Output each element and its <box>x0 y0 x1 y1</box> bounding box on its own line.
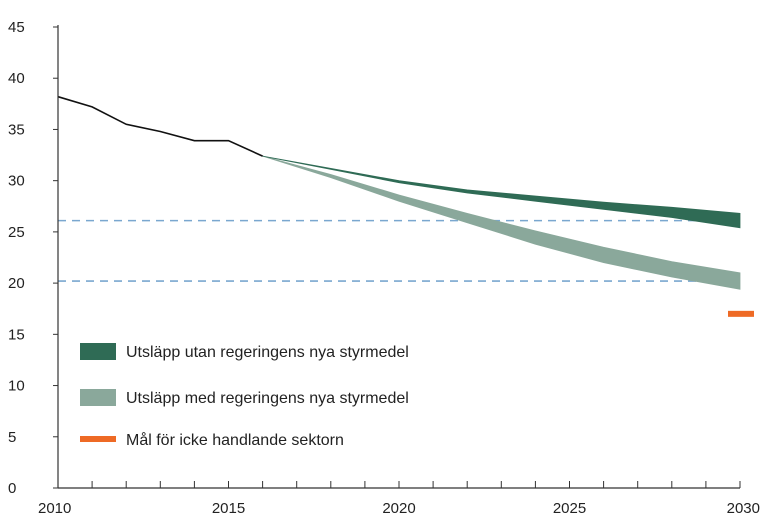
historical-line <box>57 95 263 157</box>
y-tick-label: 45 <box>8 19 25 36</box>
legend-label-with: Utsläpp med regeringens nya styrmedel <box>126 390 409 407</box>
y-tick-label: 10 <box>8 378 25 395</box>
reference-lines <box>58 219 740 282</box>
x-tick-label: 2030 <box>727 500 760 517</box>
scenario-bands <box>262 155 741 290</box>
legend-label-target: Mål för icke handlande sektorn <box>126 431 344 449</box>
x-tick-label: 2015 <box>212 500 245 517</box>
target-marker <box>728 310 754 317</box>
legend: Utsläpp utan regeringens nya styrmedel Ut… <box>80 343 409 449</box>
y-tick-label: 25 <box>8 224 25 241</box>
y-tick-label: 0 <box>8 480 16 497</box>
y-tick-label: 35 <box>8 121 25 138</box>
scenario-band-0 <box>262 155 741 229</box>
x-tick-label: 2020 <box>382 500 415 517</box>
legend-label-without: Utsläpp utan regeringens nya styrmedel <box>126 344 409 361</box>
y-tick-label: 30 <box>8 173 25 190</box>
y-tick-label: 5 <box>8 429 16 446</box>
historical-emissions <box>57 95 263 157</box>
legend-swatch-with <box>80 389 116 406</box>
x-tick-label: 2025 <box>553 500 586 517</box>
y-tick-label: 20 <box>8 275 25 292</box>
x-tick-label: 2010 <box>38 500 71 517</box>
y-tick-label: 40 <box>8 70 25 87</box>
legend-swatch-without <box>80 343 116 360</box>
target-marker-group <box>728 310 754 317</box>
y-tick-label: 15 <box>8 326 25 343</box>
scenario-band-1 <box>262 155 741 290</box>
legend-swatch-target <box>80 436 116 442</box>
